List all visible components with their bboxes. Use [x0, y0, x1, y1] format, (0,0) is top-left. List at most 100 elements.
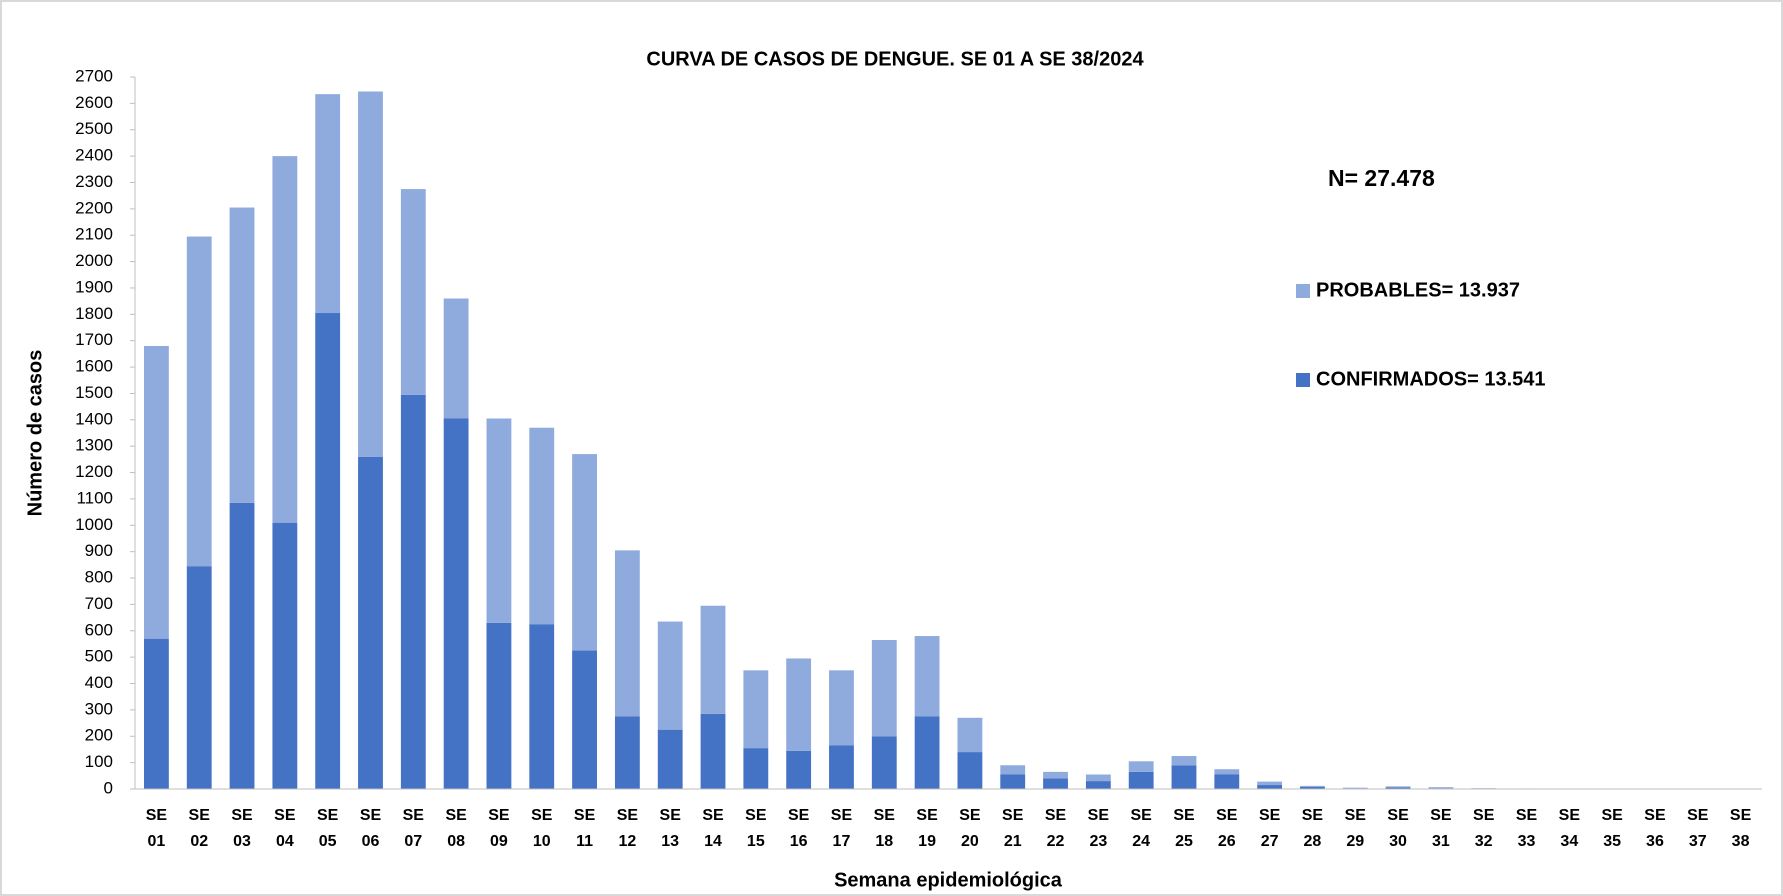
bar-segment [1385, 786, 1411, 788]
x-tick-label: SE 29 [1344, 807, 1366, 850]
y-tick-label: 100 [85, 752, 113, 771]
y-tick-label: 1100 [76, 488, 113, 507]
bar-segment [614, 550, 640, 717]
y-tick-label: 300 [85, 699, 113, 718]
bar-segment [315, 313, 341, 789]
bar-segment [1385, 787, 1411, 789]
bar-segment [229, 207, 255, 503]
x-tick-label: SE 13 [659, 807, 681, 850]
bar-segment [1043, 778, 1068, 789]
y-tick-label: 400 [85, 673, 113, 692]
bar-segment [743, 748, 769, 789]
bar-segment [1214, 769, 1240, 775]
bar-segment [486, 418, 512, 623]
y-tick-label: 1700 [75, 330, 113, 349]
y-tick-label: 900 [85, 541, 113, 560]
bar-segment [1085, 774, 1111, 782]
x-tick-label: SE 36 [1644, 807, 1666, 850]
bar-segment [272, 522, 298, 789]
bar-segment [829, 670, 854, 746]
bar-segment [1000, 774, 1026, 789]
y-tick-label: 500 [85, 647, 113, 666]
bar-segment [1128, 761, 1154, 772]
bar-segment [657, 621, 683, 730]
bar-segment [572, 454, 597, 651]
y-tick-label: 0 [104, 778, 113, 797]
legend-label: CONFIRMADOS= 13.541 [1316, 368, 1546, 390]
y-tick-label: 2600 [75, 93, 113, 112]
y-tick-label: 800 [85, 568, 113, 587]
y-tick-label: 1300 [75, 436, 113, 455]
bar-segment [786, 750, 812, 789]
x-tick-label: SE 37 [1687, 807, 1709, 850]
x-tick-label: SE 08 [445, 807, 467, 850]
x-tick-label: SE 33 [1515, 807, 1538, 850]
x-tick-label: SE 26 [1216, 807, 1238, 850]
x-tick-label: SE 38 [1729, 807, 1752, 850]
x-tick-label: SE 24 [1130, 807, 1152, 850]
x-tick-label: SE 21 [1002, 807, 1024, 850]
legend-label: PROBABLES= 13.937 [1316, 279, 1520, 301]
bar-segment [786, 658, 812, 751]
x-tick-label: SE 19 [916, 807, 938, 850]
bar-segment [1171, 756, 1197, 766]
bar-segment [1043, 771, 1068, 779]
x-tick-label: SE 28 [1301, 807, 1324, 850]
x-tick-label: SE 07 [402, 807, 424, 850]
x-tick-label: SE 23 [1087, 807, 1110, 850]
y-tick-label: 2300 [75, 172, 113, 191]
bar-segment [315, 94, 341, 314]
y-tick-label: 2200 [75, 198, 113, 217]
y-tick-label: 2000 [75, 251, 113, 270]
x-tick-label: SE 06 [359, 807, 382, 850]
bar-segment [1257, 781, 1283, 786]
x-tick-label: SE 14 [702, 807, 724, 850]
bar-segment [914, 636, 940, 717]
y-tick-label: 600 [85, 620, 113, 639]
bar-segment [400, 394, 426, 789]
x-tick-label: SE 10 [531, 807, 553, 850]
y-tick-label: 2700 [75, 66, 113, 85]
bar-segment [143, 638, 169, 789]
legend-swatch [1296, 284, 1310, 298]
x-tick-label: SE 34 [1558, 807, 1580, 850]
x-tick-label: SE 18 [873, 807, 895, 850]
bar-segment [1214, 774, 1240, 789]
bar-segment [614, 716, 640, 789]
bar-segment [1171, 765, 1197, 789]
y-tick-label: 2100 [75, 225, 113, 244]
bar-segment [1000, 765, 1026, 775]
x-tick-label: SE 17 [830, 807, 853, 850]
y-tick-label: 1400 [75, 409, 113, 428]
bar-segment [443, 418, 469, 789]
legend-swatch [1296, 373, 1310, 387]
x-axis-label: Semana epidemiológica [834, 869, 1063, 891]
bar-segment [871, 640, 897, 737]
bar-segment [486, 622, 512, 789]
x-tick-label: SE 04 [274, 807, 296, 850]
x-tick-label: SE 32 [1473, 807, 1495, 850]
y-tick-label: 1500 [75, 383, 113, 402]
x-tick-label: SE 05 [316, 807, 339, 850]
bar-segment [272, 156, 298, 523]
x-tick-label: SE 11 [573, 807, 596, 850]
bar-segment [700, 605, 726, 714]
x-tick-label: SE 16 [787, 807, 810, 850]
bar-segment [358, 91, 383, 457]
y-tick-label: 200 [85, 726, 113, 745]
y-tick-label: 1200 [75, 462, 113, 481]
bar-segment [186, 236, 212, 567]
x-tick-label: SE 27 [1258, 807, 1281, 850]
x-tick-label: SE 02 [188, 807, 210, 850]
bar-segment [914, 716, 940, 789]
bar-segment [657, 729, 683, 789]
y-tick-label: 700 [85, 594, 113, 613]
y-tick-label: 2400 [75, 146, 113, 165]
y-tick-label: 1600 [75, 357, 113, 376]
y-axis-label: Número de casos [24, 350, 46, 517]
bar-segment [229, 502, 255, 789]
bar-segment [572, 650, 597, 789]
y-tick-label: 1900 [75, 277, 113, 296]
